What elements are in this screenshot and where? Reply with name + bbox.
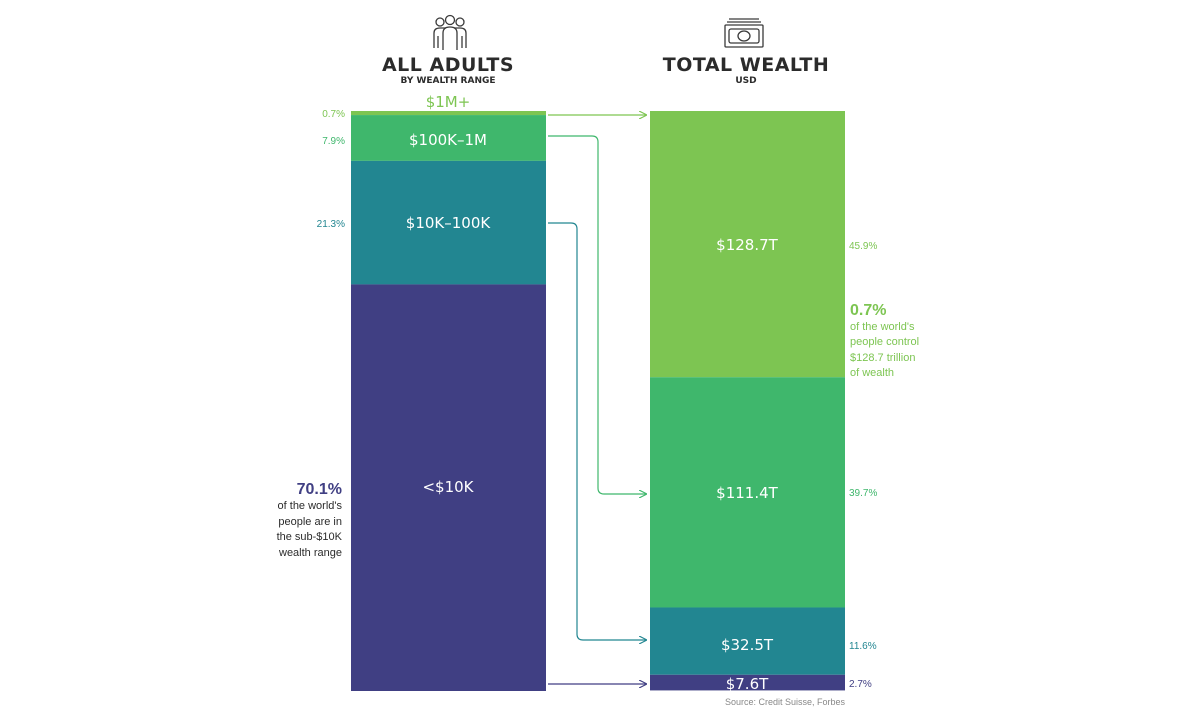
connector-arrow-middle [548, 222, 646, 640]
annotation-top-line: people control [850, 336, 919, 348]
people-icon [433, 14, 467, 50]
adults-pct-middle: 21.3% [317, 219, 345, 230]
annotation-lower-line: the sub-$10K [277, 531, 343, 543]
wealth-pct-middle: 11.6% [849, 641, 877, 652]
left-header-subtitle: BY WEALTH RANGE [400, 76, 495, 86]
annotation-lower-line: people are in [278, 516, 342, 528]
wealth-pct-top: 45.9% [849, 241, 877, 252]
range-label-upper: $100K–1M [409, 131, 487, 149]
wealth-bar-middle [650, 607, 845, 675]
wealth-value-lower: $7.6T [726, 675, 769, 693]
wealth-value-middle: $32.5T [721, 636, 774, 654]
adults-bar-upper [351, 115, 546, 161]
annotation-lower: 70.1% of the world's people are in the s… [277, 481, 343, 559]
adults-bar-middle [351, 160, 546, 285]
annotation-lower-line: of the world's [278, 500, 343, 512]
range-label-top: $1M+ [426, 93, 471, 111]
range-label-lower: <$10K [422, 478, 474, 496]
annotation-top-line: of wealth [850, 367, 894, 379]
annotation-lower-line: wealth range [278, 547, 342, 559]
adults-pct-upper: 7.9% [322, 136, 345, 147]
wealth-pct-upper: 39.7% [849, 488, 877, 499]
wealth-value-top: $128.7T [716, 236, 778, 254]
range-label-middle: $10K–100K [406, 214, 492, 232]
wealth-bar-upper [650, 377, 845, 608]
annotation-lower-pct: 70.1% [297, 481, 342, 498]
adults-bar-top [351, 111, 546, 116]
annotation-top-line: $128.7 trillion [850, 352, 915, 364]
wealth-bar-top [650, 111, 845, 378]
right-header-subtitle: USD [735, 76, 756, 86]
banknote-icon [724, 18, 764, 48]
source-note: Source: Credit Suisse, Forbes [725, 697, 846, 707]
annotation-top-line: of the world's [850, 321, 915, 333]
annotation-top-pct: 0.7% [850, 302, 886, 319]
wealth-pct-lower: 2.7% [849, 679, 872, 690]
wealth-bar-lower [650, 674, 845, 691]
adults-pct-top: 0.7% [322, 109, 345, 120]
wealth-value-upper: $111.4T [716, 484, 778, 502]
left-header-title: ALL ADULTS [382, 54, 514, 76]
right-header-title: TOTAL WEALTH [663, 54, 830, 76]
annotation-top: 0.7% of the world's people control $128.… [850, 302, 919, 379]
connector-arrow-upper [548, 135, 646, 494]
adults-bar-lower [351, 284, 546, 691]
